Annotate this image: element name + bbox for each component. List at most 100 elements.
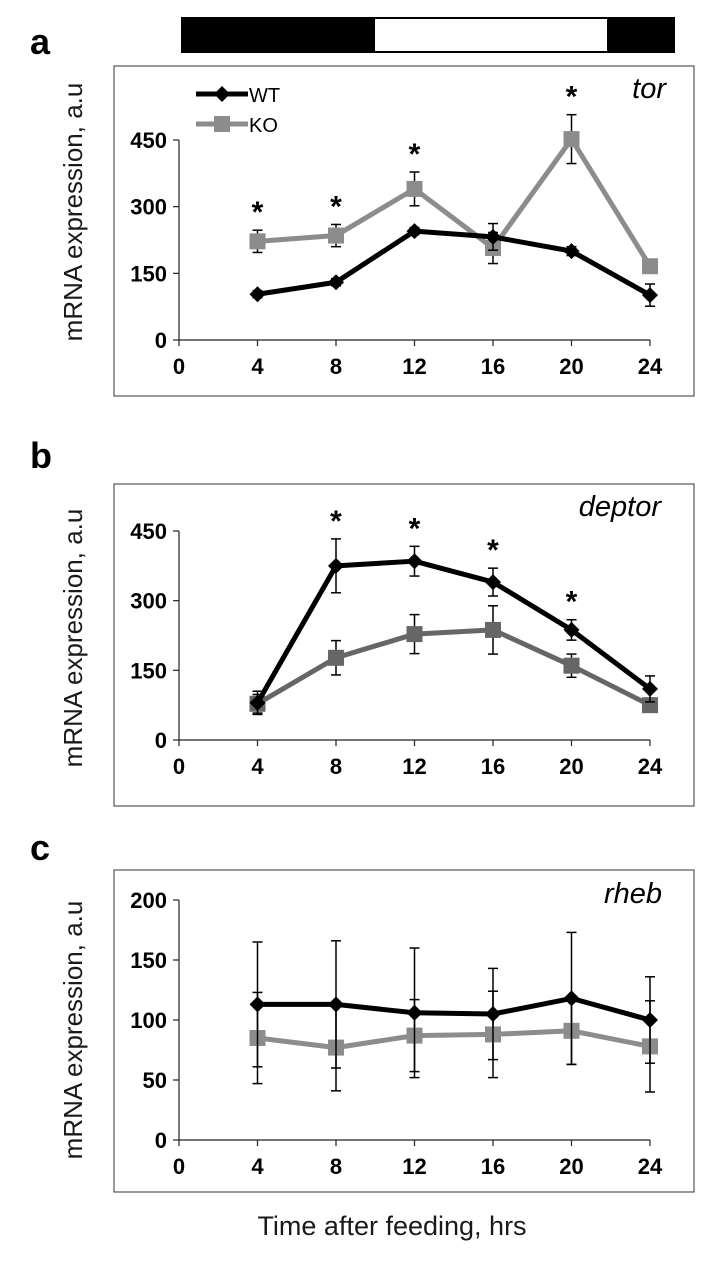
series-line (257, 995, 651, 1023)
y-tick-label: 0 (155, 1128, 167, 1153)
data-point (328, 274, 344, 291)
data-point (328, 227, 344, 244)
x-tick-label: 0 (173, 1154, 185, 1179)
x-tick-label: 12 (402, 1154, 426, 1179)
legend-marker (214, 116, 230, 132)
data-point (642, 258, 658, 275)
x-tick-label: 24 (638, 354, 663, 379)
x-tick-label: 0 (173, 354, 185, 379)
x-axis-label: Time after feeding, hrs (257, 1211, 526, 1241)
bar-segment-dark (181, 17, 375, 53)
series-wt (249, 538, 658, 716)
x-tick-label: 16 (481, 1154, 505, 1179)
data-point (406, 553, 423, 570)
panel-label: a (30, 21, 51, 62)
data-point (249, 233, 266, 250)
x-tick-label: 16 (481, 354, 505, 379)
data-point (485, 621, 501, 638)
panel-c: c rheb mRNA expression, a.u 0 4 8 12 16 20 24 0 50 1… (30, 827, 695, 1193)
panel-label: c (30, 827, 50, 868)
significance-star: * (330, 505, 342, 538)
y-tick-label: 450 (130, 519, 167, 544)
y-tick-label: 300 (130, 195, 167, 220)
panel-a: a tor mRNA expression, a.u 0 4 8 12 16 20 24 0 150 3… (30, 21, 695, 397)
significance-star: * (566, 586, 578, 619)
significance-star: * (409, 138, 421, 171)
x-tick-label: 24 (638, 754, 663, 779)
data-point (642, 1012, 658, 1028)
data-point (563, 657, 580, 674)
data-point (642, 287, 658, 304)
x-tick-label: 24 (638, 1154, 663, 1179)
gene-label: tor (632, 73, 667, 105)
legend-label: WT (249, 85, 280, 107)
data-point (563, 131, 580, 148)
data-point (563, 990, 580, 1007)
legend-label: KO (249, 115, 278, 137)
x-tick-label: 8 (330, 1154, 342, 1179)
bar-segment-dark (607, 17, 675, 53)
data-point (485, 228, 501, 245)
panel-label: b (30, 435, 52, 476)
significance-star: * (487, 534, 499, 567)
y-tick-label: 100 (130, 1008, 167, 1033)
data-point (406, 1004, 423, 1021)
x-tick-label: 16 (481, 754, 505, 779)
data-point (328, 649, 344, 666)
series-line (256, 627, 652, 708)
bar-segment-light (373, 17, 609, 53)
x-tick-label: 20 (559, 354, 583, 379)
data-point (406, 626, 423, 643)
y-tick-label: 450 (130, 128, 167, 153)
y-tick-label: 50 (143, 1068, 167, 1093)
data-point (406, 180, 423, 197)
series-line (257, 136, 653, 268)
gene-label: rheb (604, 878, 662, 910)
data-point (642, 680, 658, 697)
plot-frame (113, 483, 695, 807)
data-point (406, 223, 423, 240)
light-dark-bar (181, 17, 675, 53)
data-point (328, 557, 344, 574)
plot-frame (113, 65, 695, 397)
series-line (257, 1028, 651, 1051)
significance-star: * (330, 190, 342, 223)
data-point (249, 996, 266, 1013)
significance-star: * (252, 196, 264, 229)
y-tick-label: 0 (155, 728, 167, 753)
data-point (328, 996, 344, 1013)
data-point (563, 621, 580, 638)
series-line (257, 228, 652, 298)
x-tick-label: 0 (173, 754, 185, 779)
x-tick-label: 4 (251, 1154, 264, 1179)
plot-frame (113, 869, 695, 1193)
series-ko (249, 605, 658, 714)
y-tick-label: 150 (130, 261, 167, 286)
x-tick-label: 4 (251, 354, 264, 379)
series-line (255, 558, 652, 705)
legend: WT KO (196, 85, 280, 137)
x-tick-label: 20 (559, 754, 583, 779)
gene-label: deptor (579, 491, 663, 523)
y-tick-label: 150 (130, 948, 167, 973)
data-point (563, 243, 580, 260)
x-tick-label: 4 (251, 754, 264, 779)
x-tick-label: 12 (402, 354, 426, 379)
y-tick-label: 150 (130, 658, 167, 683)
y-tick-label: 200 (130, 888, 167, 913)
x-tick-label: 8 (330, 754, 342, 779)
panel-b: b deptor mRNA expression, a.u 0 4 8 12 16 20 24 0 1… (30, 435, 695, 807)
data-point (485, 1006, 501, 1022)
series-wt (249, 222, 658, 307)
legend-marker (214, 86, 230, 102)
x-tick-label: 8 (330, 354, 342, 379)
series-ko (249, 113, 658, 275)
significance-star: * (566, 81, 578, 114)
series-wt (249, 931, 658, 1079)
data-point (485, 574, 501, 591)
y-tick-label: 0 (155, 328, 167, 353)
x-tick-label: 12 (402, 754, 426, 779)
data-point (249, 286, 266, 303)
y-tick-label: 300 (130, 589, 167, 614)
